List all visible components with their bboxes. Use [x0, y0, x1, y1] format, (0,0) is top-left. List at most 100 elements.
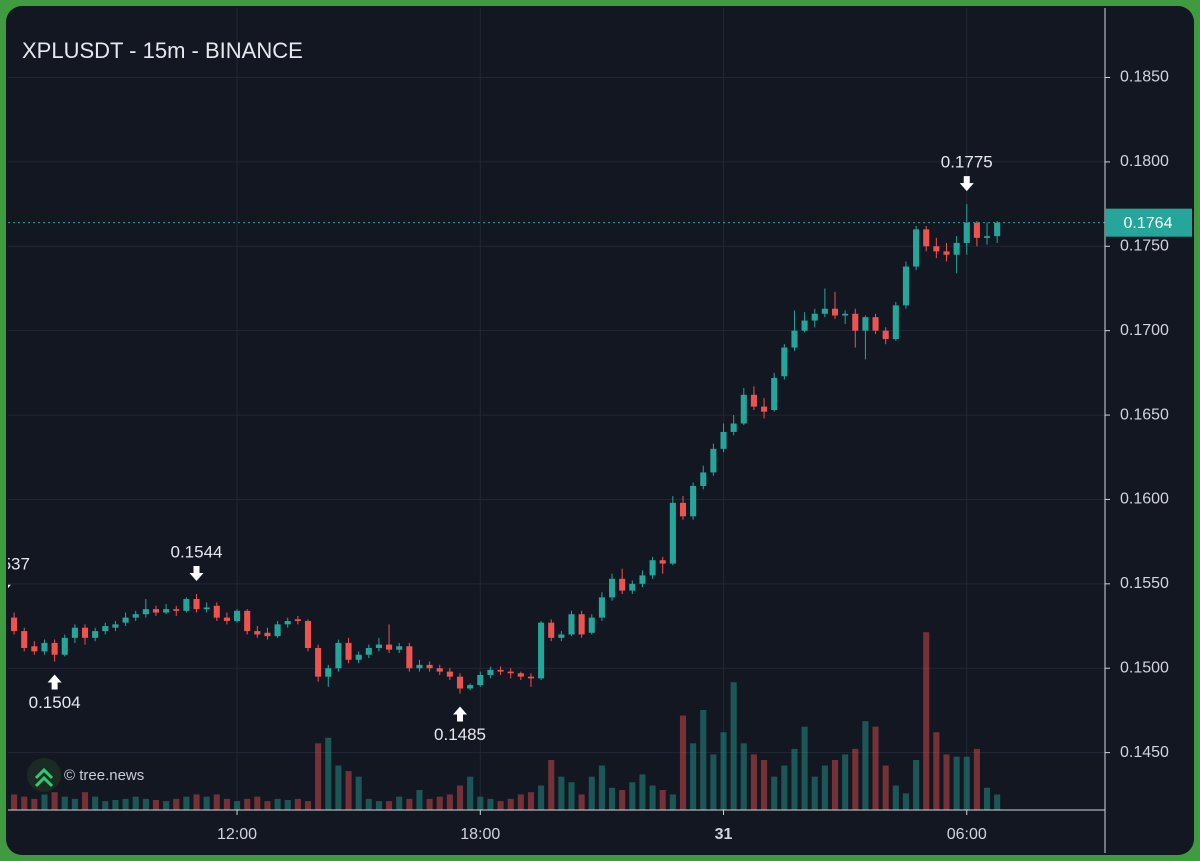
candle-body — [477, 674, 484, 686]
candle-body — [274, 624, 281, 637]
volume-bar — [983, 787, 991, 810]
candle-body — [852, 313, 859, 331]
volume-bar — [315, 743, 322, 810]
candle-body — [152, 609, 160, 613]
volume-bar — [669, 794, 676, 810]
volume-bar — [548, 760, 555, 810]
candle-body — [821, 308, 828, 314]
annotation-arrow — [47, 674, 62, 690]
volume-bar — [244, 798, 251, 810]
candle-body — [335, 642, 342, 669]
volume-bar — [821, 765, 828, 810]
watermark-logo — [27, 758, 61, 792]
volume-bar — [771, 776, 778, 810]
volume-bar — [872, 726, 879, 810]
volume-bar — [892, 785, 899, 810]
candle-body — [456, 676, 464, 689]
y-tick-label: 0.1550 — [1120, 575, 1169, 592]
plot-area: 0.1537 0.1504 0.1544 0.1485 0.1775 — [8, 8, 1105, 810]
candle-body — [446, 671, 453, 677]
candle-body — [264, 632, 271, 637]
volume-bar — [183, 796, 190, 810]
volume-bar — [973, 748, 980, 810]
candle-body — [994, 222, 1001, 237]
annotation-label: 0.1544 — [171, 542, 223, 561]
volume-bar — [163, 801, 170, 810]
volume-bar — [21, 796, 28, 810]
candle-body — [416, 664, 423, 669]
volume-bar — [102, 801, 109, 810]
candle-body — [690, 485, 697, 517]
candle-body — [933, 246, 940, 252]
volume-bar — [365, 798, 372, 810]
volume-bar — [284, 800, 291, 810]
last-price-box — [1105, 208, 1192, 237]
candle-body — [213, 605, 220, 618]
candle-body — [315, 647, 322, 677]
volume-bar — [396, 796, 403, 810]
candle-body — [467, 685, 474, 689]
volume-bar — [852, 748, 859, 810]
volume-bar — [51, 792, 58, 810]
volume-bar — [294, 798, 301, 810]
candle-body — [81, 627, 89, 638]
candle-body — [163, 609, 170, 613]
y-tick-label: 0.1600 — [1120, 491, 1169, 508]
volume-bar — [943, 754, 950, 810]
chart-background — [6, 6, 1194, 855]
candle-body — [244, 610, 251, 632]
candle-body — [61, 637, 68, 655]
volume-bar — [578, 794, 585, 810]
volume-bar — [193, 794, 200, 810]
candle-body — [426, 664, 433, 669]
volume-bar — [710, 754, 717, 810]
volume-bar — [679, 715, 687, 810]
candle-body — [183, 599, 190, 611]
watermark-icon — [34, 767, 54, 788]
volume-bar — [426, 798, 433, 810]
candle-body — [365, 647, 372, 655]
volume-bar — [335, 765, 342, 810]
volume-bar — [234, 801, 241, 810]
candle-body — [112, 624, 119, 628]
candle-body — [750, 394, 757, 407]
volume-bar — [11, 794, 18, 810]
candle-body — [122, 617, 129, 623]
candle-body — [629, 583, 636, 591]
candle-body — [284, 620, 291, 625]
candle-body — [497, 669, 504, 672]
volume-bar — [61, 796, 68, 810]
volume-bar — [375, 801, 382, 810]
candle-body — [943, 251, 950, 255]
candle-body — [973, 222, 980, 238]
candle-body — [781, 347, 788, 377]
annotation-arrow — [8, 584, 11, 589]
candle-body — [517, 673, 524, 677]
volume-bar — [152, 800, 160, 810]
volume-bar — [558, 776, 565, 810]
volume-bar — [477, 796, 484, 810]
candle-body — [811, 313, 818, 321]
volume-bar — [761, 760, 768, 810]
y-tick-label: 0.1450 — [1120, 744, 1169, 761]
volume-bar — [933, 732, 940, 810]
candle-body — [700, 472, 707, 486]
candle-body — [436, 668, 443, 672]
candle-body — [31, 646, 38, 652]
candle-body — [791, 330, 798, 348]
candle-body — [193, 599, 200, 610]
candle-body — [92, 631, 99, 638]
candle-body — [223, 617, 230, 621]
candle-body — [568, 614, 575, 635]
candle-body — [548, 622, 555, 638]
candle-body — [51, 642, 58, 655]
candle-body — [345, 642, 352, 660]
candle-body — [487, 669, 494, 675]
candle-body — [386, 644, 393, 650]
volume-bar — [355, 776, 362, 810]
annotation-arrow — [189, 565, 204, 581]
volume-bar — [639, 774, 646, 810]
candle-body — [588, 617, 595, 633]
volume-bar — [619, 790, 626, 810]
volume-bar — [345, 771, 352, 810]
